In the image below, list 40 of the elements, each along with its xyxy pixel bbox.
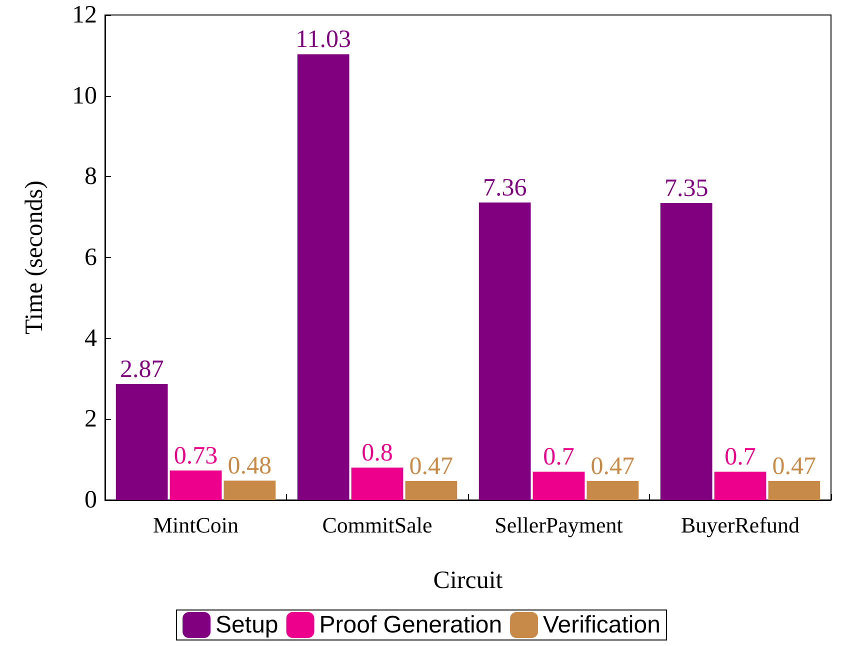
data-label: 0.73 [174,442,218,470]
y-tick-label: 0 [84,486,97,514]
bar [714,472,766,500]
data-label: 0.7 [543,444,574,471]
bar [405,481,458,500]
bar [478,202,531,500]
y-tick-label: 2 [84,406,97,433]
bar [170,470,222,500]
data-label: 0.47 [590,453,635,480]
y-tick-label: 8 [84,163,97,190]
bar [351,468,404,500]
legend-label: Verification [543,612,660,638]
bar [224,480,276,500]
y-tick-label: 6 [84,244,97,271]
x-tick-label: SellerPayment [494,512,623,538]
bar [768,481,820,500]
y-tick-label: 12 [72,2,97,28]
data-label: 0.48 [228,452,272,480]
y-tick-label: 4 [84,324,98,352]
data-label: 0.47 [409,453,454,480]
y-tick-label: 10 [72,82,97,110]
data-label: 0.7 [724,444,756,471]
data-label: 0.47 [772,453,816,480]
data-label: 7.35 [664,174,708,202]
x-tick-label: BuyerRefund [680,512,800,538]
x-axis-title: Circuit [433,567,503,594]
bar [532,472,585,500]
bar [586,481,639,500]
data-label: 2.87 [120,356,164,384]
bar [297,54,350,500]
y-axis-title: Time (seconds) [21,180,48,334]
data-label: 7.36 [482,174,527,202]
data-label: 11.03 [296,26,351,54]
data-label: 0.8 [362,440,393,467]
legend-label: Proof Generation [319,612,502,638]
bar [116,384,168,500]
x-tick-label: MintCoin [152,512,239,538]
legend-label: Setup [216,612,278,638]
x-tick-label: CommitSale [322,512,432,538]
bar [660,202,712,500]
